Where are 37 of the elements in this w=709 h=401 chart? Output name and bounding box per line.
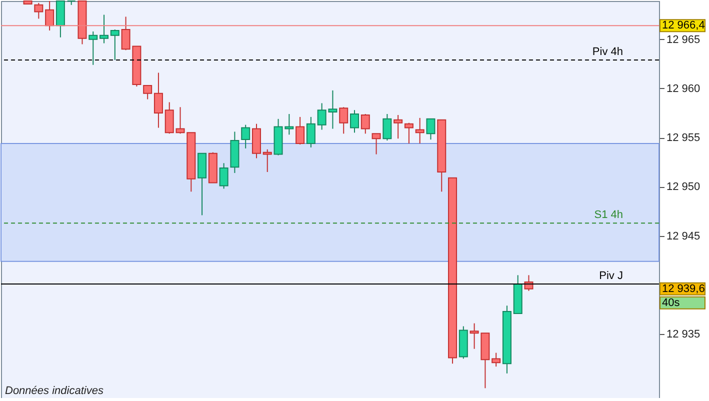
text: 12 939,6 bbox=[662, 282, 705, 295]
candlestick bbox=[382, 114, 392, 142]
candlestick bbox=[262, 148, 272, 172]
text: 40s bbox=[662, 296, 680, 309]
ref-line-label: 12 966,4 bbox=[662, 20, 705, 32]
candlestick bbox=[372, 133, 381, 155]
candlestick bbox=[66, 0, 76, 6]
candlestick bbox=[154, 72, 163, 128]
candlestick bbox=[492, 352, 501, 368]
y-tick-label: 12 950 bbox=[666, 181, 700, 194]
candlestick bbox=[350, 110, 360, 134]
y-tick-label: 12 960 bbox=[666, 82, 700, 95]
y-tick-label: 12 965 bbox=[666, 34, 700, 46]
candlestick bbox=[296, 116, 305, 145]
candlestick bbox=[34, 2, 44, 20]
candlestick bbox=[394, 114, 403, 140]
y-tick-label: 12 935 bbox=[666, 328, 700, 341]
candlestick bbox=[404, 122, 414, 144]
y-tick-label: 12 945 bbox=[666, 230, 700, 242]
ref-line-label: Piv 4h bbox=[592, 46, 623, 58]
candlestick bbox=[426, 118, 436, 140]
candlestick bbox=[88, 30, 98, 66]
ref-line-label: S1 4h bbox=[594, 209, 623, 222]
candlestick bbox=[360, 114, 370, 134]
candlestick bbox=[100, 14, 109, 44]
candlestick bbox=[219, 162, 228, 190]
candlestick bbox=[45, 1, 54, 31]
candlestick bbox=[415, 117, 424, 144]
candlestick bbox=[164, 102, 174, 134]
candlestick bbox=[110, 29, 120, 60]
annotation: Données indicatives bbox=[5, 385, 104, 397]
candlestick bbox=[143, 85, 152, 100]
ref-line-label: Piv J bbox=[599, 270, 623, 282]
candlestick bbox=[241, 124, 250, 149]
candlestick bbox=[339, 106, 348, 134]
candlestick bbox=[306, 116, 316, 148]
y-tick-label: 12 955 bbox=[666, 132, 700, 144]
